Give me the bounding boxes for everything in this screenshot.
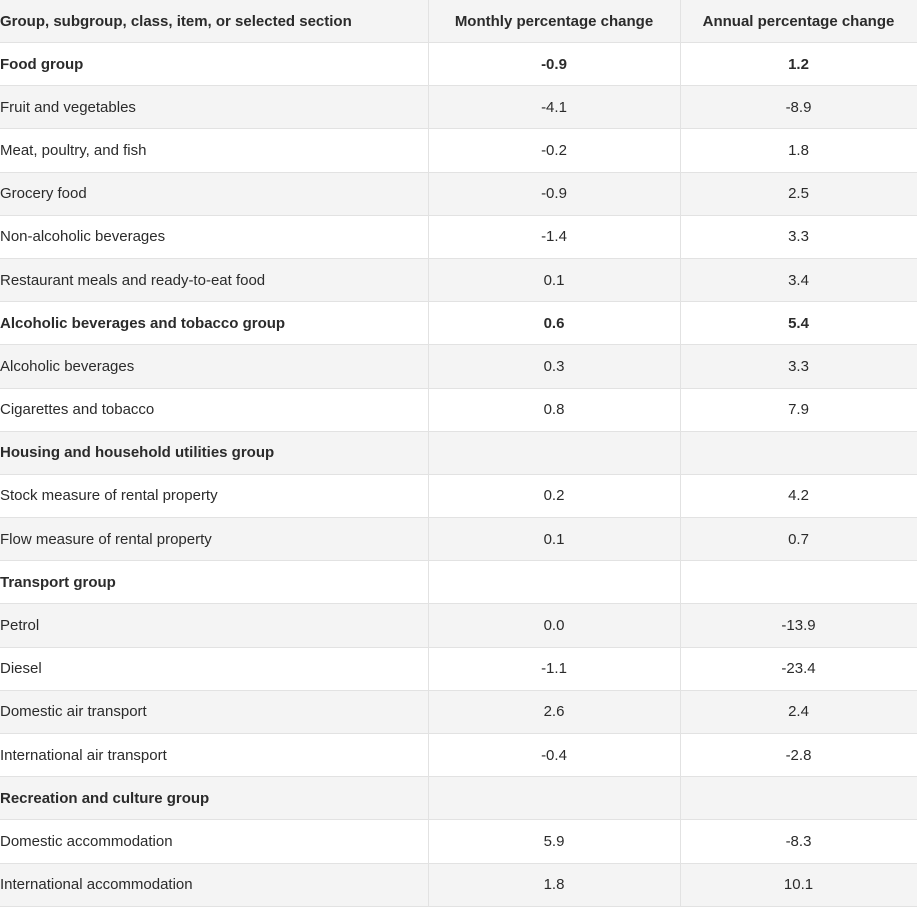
row-label: Alcoholic beverages and tobacco group [0, 301, 428, 346]
monthly-value: -0.9 [427, 172, 680, 216]
row-label: Food group [0, 42, 428, 87]
annual-value: 0.7 [679, 517, 917, 562]
annual-value [679, 431, 917, 475]
row-label: Petrol [0, 603, 428, 648]
row-label: Diesel [0, 647, 428, 691]
table-row: International air transport -0.4 -2.8 [0, 733, 917, 778]
monthly-value: -0.9 [427, 42, 680, 87]
annual-value: 1.2 [679, 42, 917, 87]
row-label: Alcoholic beverages [0, 344, 428, 389]
row-label: Cigarettes and tobacco [0, 388, 428, 432]
table-row: Housing and household utilities group [0, 431, 917, 475]
row-label: Restaurant meals and ready-to-eat food [0, 258, 428, 303]
row-label: Flow measure of rental property [0, 517, 428, 562]
monthly-value: 0.3 [427, 344, 680, 389]
monthly-value: 0.0 [427, 603, 680, 648]
monthly-value: -4.1 [427, 85, 680, 130]
table-header: Group, subgroup, class, item, or selecte… [0, 0, 917, 43]
annual-value: -8.9 [679, 85, 917, 130]
annual-value: 3.3 [679, 215, 917, 259]
table-row: Alcoholic beverages 0.3 3.3 [0, 344, 917, 389]
table-row: Petrol 0.0 -13.9 [0, 603, 917, 648]
table-row: Stock measure of rental property 0.2 4.2 [0, 474, 917, 519]
table-row: Alcoholic beverages and tobacco group 0.… [0, 301, 917, 346]
table-row: Domestic accommodation 5.9 -8.3 [0, 819, 917, 864]
table-row: Cigarettes and tobacco 0.8 7.9 [0, 388, 917, 432]
monthly-value: 0.1 [427, 517, 680, 562]
row-label: Grocery food [0, 172, 428, 216]
annual-value: 1.8 [679, 128, 917, 173]
table-row: Restaurant meals and ready-to-eat food 0… [0, 258, 917, 303]
annual-value: 2.5 [679, 172, 917, 216]
annual-value: 3.4 [679, 258, 917, 303]
annual-value: 2.4 [679, 690, 917, 735]
annual-value: -23.4 [679, 647, 917, 691]
column-header-monthly: Monthly percentage change [427, 0, 680, 43]
annual-value: 7.9 [679, 388, 917, 432]
annual-value: -8.3 [679, 819, 917, 864]
monthly-value [427, 431, 680, 475]
monthly-value: 1.8 [427, 863, 680, 907]
table-row: Non-alcoholic beverages -1.4 3.3 [0, 215, 917, 259]
annual-value: 5.4 [679, 301, 917, 346]
column-header-annual: Annual percentage change [679, 0, 917, 43]
table-row: Domestic air transport 2.6 2.4 [0, 690, 917, 735]
table-row: Transport group [0, 560, 917, 605]
annual-value: 10.1 [679, 863, 917, 907]
row-label: Recreation and culture group [0, 776, 428, 821]
monthly-value: 0.1 [427, 258, 680, 303]
annual-value [679, 776, 917, 821]
row-label: Domestic air transport [0, 690, 428, 735]
row-label: Non-alcoholic beverages [0, 215, 428, 259]
annual-value: 4.2 [679, 474, 917, 519]
monthly-value: -0.4 [427, 733, 680, 778]
table-body: Food group -0.9 1.2 Fruit and vegetables… [0, 42, 917, 907]
annual-value [679, 560, 917, 605]
header-row: Group, subgroup, class, item, or selecte… [0, 0, 917, 43]
row-label: Housing and household utilities group [0, 431, 428, 475]
table-row: Grocery food -0.9 2.5 [0, 172, 917, 216]
table-row: Food group -0.9 1.2 [0, 42, 917, 87]
table-row: Fruit and vegetables -4.1 -8.9 [0, 85, 917, 130]
monthly-value: 0.8 [427, 388, 680, 432]
table-row: Meat, poultry, and fish -0.2 1.8 [0, 128, 917, 173]
table-row: International accommodation 1.8 10.1 [0, 863, 917, 907]
monthly-value [427, 560, 680, 605]
monthly-value: 0.6 [427, 301, 680, 346]
row-label: Domestic accommodation [0, 819, 428, 864]
table-row: Diesel -1.1 -23.4 [0, 647, 917, 691]
row-label: Fruit and vegetables [0, 85, 428, 130]
row-label: International accommodation [0, 863, 428, 907]
monthly-value [427, 776, 680, 821]
monthly-value: -0.2 [427, 128, 680, 173]
monthly-value: 0.2 [427, 474, 680, 519]
row-label: Stock measure of rental property [0, 474, 428, 519]
table-row: Flow measure of rental property 0.1 0.7 [0, 517, 917, 562]
annual-value: -2.8 [679, 733, 917, 778]
monthly-value: -1.1 [427, 647, 680, 691]
table-row: Recreation and culture group [0, 776, 917, 821]
row-label: Meat, poultry, and fish [0, 128, 428, 173]
annual-value: 3.3 [679, 344, 917, 389]
annual-value: -13.9 [679, 603, 917, 648]
row-label: International air transport [0, 733, 428, 778]
monthly-value: 5.9 [427, 819, 680, 864]
monthly-value: -1.4 [427, 215, 680, 259]
row-label: Transport group [0, 560, 428, 605]
column-header-group: Group, subgroup, class, item, or selecte… [0, 0, 428, 43]
monthly-value: 2.6 [427, 690, 680, 735]
